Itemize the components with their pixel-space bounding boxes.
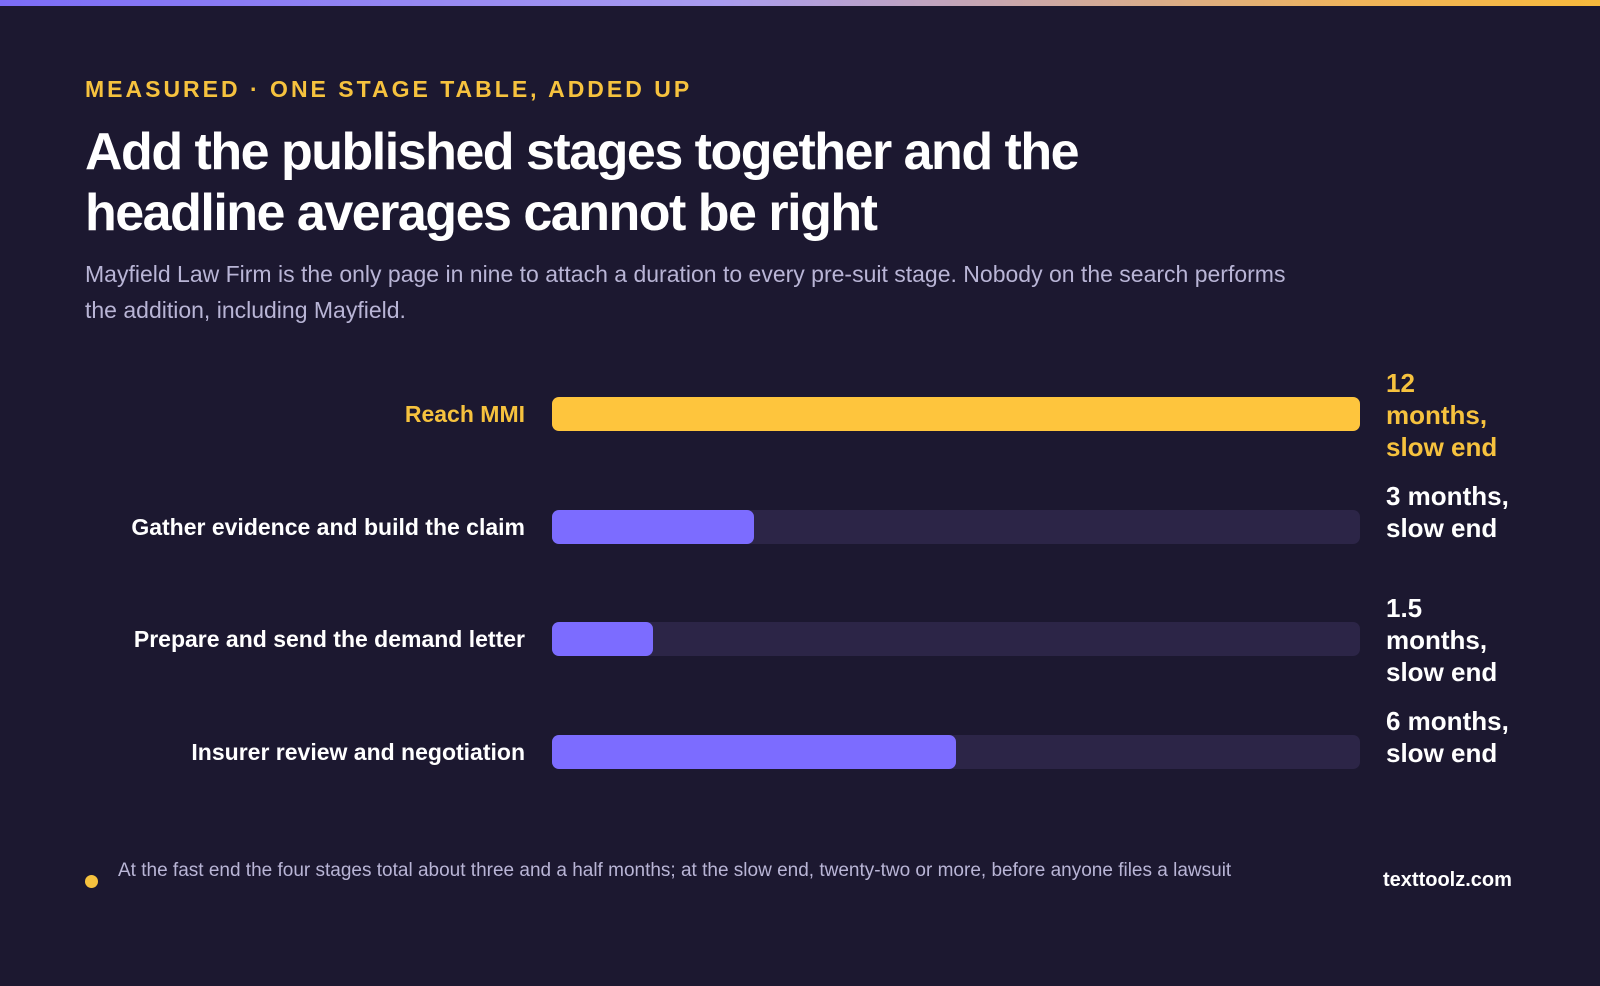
bar: [552, 735, 956, 769]
page-title: Add the published stages together and th…: [85, 123, 1080, 242]
bullet-dot-icon: [85, 875, 98, 888]
page-subtitle: Mayfield Law Firm is the only page in ni…: [85, 261, 1286, 323]
bar-track: [552, 397, 1360, 431]
bar: [552, 622, 653, 656]
brand-wordmark: texttoolz.com: [1383, 869, 1512, 891]
bar-category-label: Gather evidence and build the claim: [131, 514, 525, 540]
top-accent-bar: [0, 0, 1600, 6]
bar-track: [552, 735, 1360, 769]
bar: [552, 397, 1360, 431]
bar-category-label: Prepare and send the demand letter: [133, 626, 525, 652]
footnote: At the fast end the four stages total ab…: [85, 860, 1315, 888]
bar-row: Prepare and send the demand letter 1.5 mo…: [0, 584, 1600, 704]
bar-row: Reach MMI 12 months, slow end: [0, 359, 1600, 479]
bar-row: Gather evidence and build the claim 3 mon…: [0, 472, 1600, 592]
bar-category-label: Insurer review and negotiation: [191, 739, 525, 765]
bar-value-label: 6 months, slow end: [1386, 706, 1509, 768]
bar-category-label: Reach MMI: [404, 401, 525, 427]
eyebrow-label: MEASURED · ONE STAGE TABLE, ADDED UP: [85, 76, 693, 102]
bar-value-label: 3 months, slow end: [1386, 481, 1509, 543]
bar-track: [552, 622, 1360, 656]
bar-track: [552, 510, 1360, 544]
bar: [552, 510, 754, 544]
bar-value-label: 12 months, slow end: [1386, 368, 1498, 462]
bar-row: Insurer review and negotiation 6 months, …: [0, 697, 1600, 817]
footnote-text: At the fast end the four stages total ab…: [118, 860, 1232, 881]
bar-value-label: 1.5 months, slow end: [1386, 593, 1498, 687]
